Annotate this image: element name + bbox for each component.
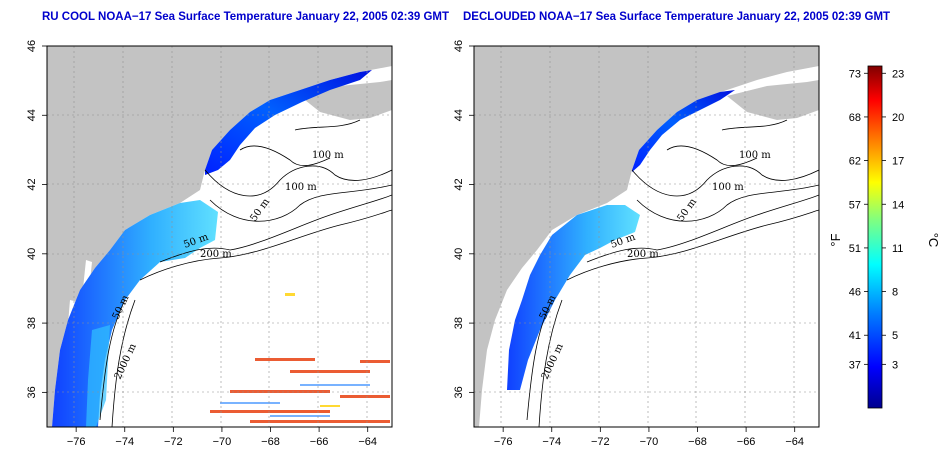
lon-tick-label: −68: [261, 436, 280, 448]
lat-tick-label: 42: [453, 178, 465, 190]
lat-tick-label: 40: [26, 248, 38, 260]
lon-tick-label: −72: [591, 436, 610, 448]
sst-coastal-band: [52, 70, 372, 427]
celsius-tick-label: 20: [892, 112, 904, 124]
lon-tick-label: −76: [494, 436, 513, 448]
lat-tick-label: 36: [453, 386, 465, 398]
sst-warm-patches: [200, 293, 392, 427]
map-title-declouded: DECLOUDED NOAA−17 Sea Surface Temperatur…: [463, 11, 891, 23]
lon-tick-label: −66: [737, 436, 756, 448]
lat-tick-label: 44: [453, 109, 465, 121]
lon-tick-label: −70: [213, 436, 232, 448]
fahrenheit-tick-label: 73: [849, 68, 861, 80]
map-panel-declouded: 100 m 100 m 50 m 200 m 50 m 2000 m 50 m: [474, 46, 819, 427]
fahrenheit-tick-label: 37: [849, 359, 861, 371]
contour-label: 200 m: [627, 249, 659, 260]
lon-tick-label: −76: [67, 436, 86, 448]
contour-label: 100 m: [739, 150, 771, 161]
grid-lines: [47, 46, 392, 427]
celsius-unit-label: °C: [926, 233, 941, 248]
contour-label: 100 m: [285, 182, 317, 193]
celsius-tick-label: 17: [892, 156, 904, 168]
fahrenheit-tick-label: 41: [849, 330, 861, 342]
map-frame-declouded: [473, 45, 820, 428]
lon-tick-label: −68: [688, 436, 707, 448]
lon-tick-label: −66: [310, 436, 329, 448]
fahrenheit-tick-label: 62: [849, 156, 861, 168]
fahrenheit-tick-label: 68: [849, 112, 861, 124]
lat-tick-label: 44: [26, 109, 38, 121]
lat-tick-label: 36: [26, 386, 38, 398]
lon-tick-label: −74: [115, 436, 134, 448]
celsius-tick-label: 11: [892, 243, 903, 255]
lon-tick-label: −74: [542, 436, 561, 448]
celsius-tick-label: 8: [892, 287, 898, 299]
fahrenheit-tick-label: 57: [849, 199, 861, 211]
lat-tick-label: 46: [453, 40, 465, 52]
lat-tick-label: 42: [26, 178, 38, 190]
sst-coastal-band: [507, 90, 735, 390]
celsius-tick-label: 3: [892, 359, 898, 371]
celsius-tick-label: 5: [892, 330, 898, 342]
lat-tick-label: 40: [453, 248, 465, 260]
colorbar: 23 73 20 68 17 62 14 57 11 51 8 46 5 41 3 37 °F °C: [828, 65, 941, 409]
contour-label: 200 m: [200, 249, 232, 260]
lat-tick-label: 46: [26, 40, 38, 52]
isobath-contours: [99, 119, 392, 427]
lon-tick-label: −64: [358, 436, 377, 448]
map-frame-raw: [46, 45, 393, 428]
land-mass: [474, 46, 819, 427]
map-title-raw: RU COOL NOAA−17 Sea Surface Temperature …: [42, 11, 450, 23]
fahrenheit-tick-label: 46: [849, 287, 861, 299]
lat-tick-label: 38: [26, 317, 38, 329]
colorbar-ticks: 23 73 20 68 17 62 14 57 11 51 8 46 5 41 3 37: [849, 68, 905, 371]
fahrenheit-tick-label: 51: [849, 243, 861, 255]
axes-declouded: −76 −74 −72 −70 −68 −66 −64 36 38 40 42 44 46: [453, 40, 804, 448]
celsius-tick-label: 14: [892, 199, 904, 211]
contour-label: 100 m: [312, 150, 344, 161]
lat-tick-label: 38: [453, 317, 465, 329]
lon-tick-label: −70: [640, 436, 659, 448]
map-panel-raw: 100 m 100 m 50 m 200 m 50 m 2000 m 50 m: [47, 46, 392, 427]
axes-raw: −76 −74 −72 −70 −68 −66 −64 36 38 40 42 44 46: [26, 40, 377, 448]
contour-label: 100 m: [712, 182, 744, 193]
lon-tick-label: −64: [785, 436, 804, 448]
celsius-tick-label: 23: [892, 68, 904, 80]
fahrenheit-unit-label: °F: [828, 233, 843, 246]
grid-lines: [474, 46, 819, 427]
lon-tick-label: −72: [164, 436, 183, 448]
colorbar-gradient: [867, 65, 883, 409]
isobath-contours: [526, 119, 819, 427]
